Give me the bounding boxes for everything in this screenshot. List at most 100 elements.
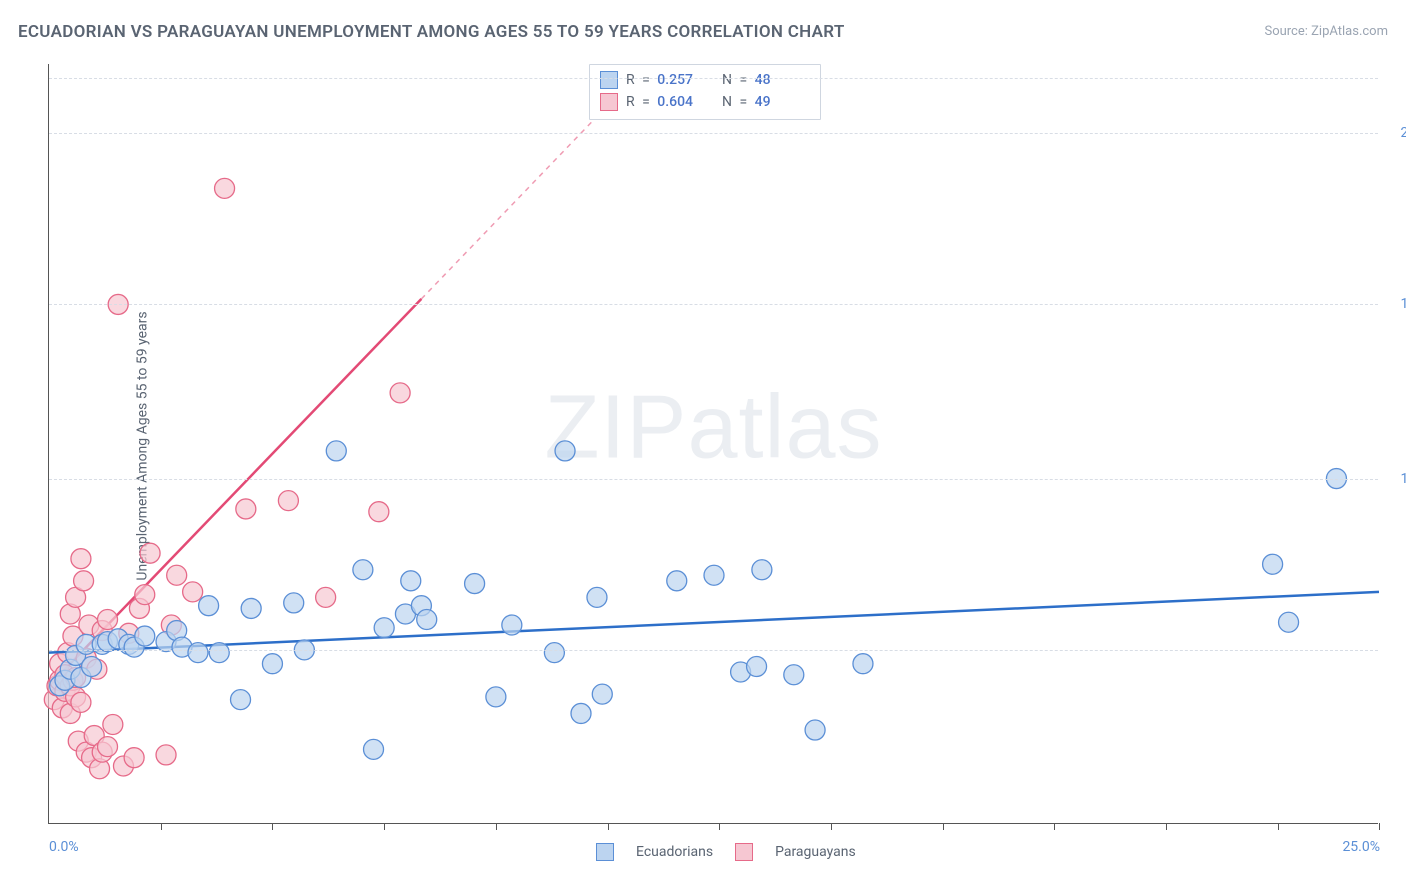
data-point	[103, 715, 123, 735]
data-point	[353, 560, 373, 580]
x-tick	[1166, 823, 1167, 830]
n-label: N	[722, 72, 732, 88]
n-value-ecuadorians: 48	[755, 72, 771, 88]
data-point	[401, 571, 421, 591]
data-point	[374, 618, 394, 638]
equals-sign: =	[739, 72, 747, 88]
x-tick	[161, 823, 162, 830]
y-tick-label: 6.3%	[1382, 642, 1406, 658]
x-tick	[496, 823, 497, 830]
data-point	[183, 582, 203, 602]
data-point	[140, 543, 160, 563]
plot-area: ZIPatlas R = 0.257 N = 48	[48, 64, 1378, 824]
x-tick	[1278, 823, 1279, 830]
r-value-ecuadorians: 0.257	[657, 72, 693, 88]
stats-legend-row: R = 0.257 N = 48	[600, 69, 810, 91]
x-tick	[831, 823, 832, 830]
legend-swatch-ecuadorians	[596, 843, 614, 861]
data-point	[502, 615, 522, 635]
category-legend: Ecuadorians Paraguayans	[596, 843, 856, 861]
gridline	[49, 133, 1378, 134]
data-point	[188, 643, 208, 663]
data-point	[326, 441, 346, 461]
data-point	[784, 665, 804, 685]
gridline	[49, 650, 1378, 651]
data-point	[390, 383, 410, 403]
data-point	[167, 565, 187, 585]
data-point	[1279, 612, 1299, 632]
data-point	[555, 441, 575, 461]
data-point	[135, 585, 155, 605]
equals-sign: =	[739, 94, 747, 110]
y-tick-label: 25.0%	[1382, 125, 1406, 141]
x-tick	[719, 823, 720, 830]
equals-sign: =	[642, 72, 650, 88]
data-point	[262, 654, 282, 674]
data-point	[752, 560, 772, 580]
data-point	[98, 609, 118, 629]
data-point	[1263, 554, 1283, 574]
r-value-paraguayans: 0.604	[657, 94, 693, 110]
data-point	[284, 593, 304, 613]
gridline	[49, 304, 1378, 305]
data-point	[316, 587, 336, 607]
x-tick	[608, 823, 609, 830]
data-point	[74, 571, 94, 591]
chart-container: ECUADORIAN VS PARAGUAYAN UNEMPLOYMENT AM…	[0, 0, 1406, 892]
data-point	[369, 502, 389, 522]
data-point	[236, 499, 256, 519]
x-axis-min-label: 0.0%	[49, 839, 79, 855]
data-point	[209, 643, 229, 663]
data-point	[124, 748, 144, 768]
data-point	[747, 656, 767, 676]
data-point	[465, 574, 485, 594]
r-label: R	[626, 94, 635, 110]
data-point	[199, 596, 219, 616]
data-point	[241, 598, 261, 618]
stats-legend-row: R = 0.604 N = 49	[600, 91, 810, 113]
trend-line-dashed	[421, 122, 591, 299]
data-point	[571, 703, 591, 723]
data-point	[98, 737, 118, 757]
legend-swatch-paraguayans	[600, 93, 618, 111]
data-point	[704, 565, 724, 585]
data-point	[215, 178, 235, 198]
data-point	[135, 626, 155, 646]
plot-svg	[49, 64, 1378, 823]
equals-sign: =	[642, 94, 650, 110]
data-point	[71, 549, 91, 569]
x-tick	[272, 823, 273, 830]
data-point	[156, 745, 176, 765]
legend-swatch-paraguayans	[735, 843, 753, 861]
x-tick	[1054, 823, 1055, 830]
stats-legend: R = 0.257 N = 48 R = 0.604 N	[589, 64, 821, 120]
chart-title: ECUADORIAN VS PARAGUAYAN UNEMPLOYMENT AM…	[18, 22, 845, 42]
n-label: N	[722, 94, 732, 110]
legend-swatch-ecuadorians	[600, 71, 618, 89]
x-axis-max-label: 25.0%	[1342, 839, 1380, 855]
data-point	[592, 684, 612, 704]
data-point	[805, 720, 825, 740]
data-point	[587, 587, 607, 607]
data-point	[278, 491, 298, 511]
data-point	[364, 739, 384, 759]
data-point	[417, 609, 437, 629]
gridline	[49, 479, 1378, 480]
x-tick	[384, 823, 385, 830]
data-point	[231, 690, 251, 710]
x-tick	[943, 823, 944, 830]
data-point	[667, 571, 687, 591]
data-point	[71, 692, 91, 712]
x-tick	[1379, 823, 1380, 830]
source-attribution: Source: ZipAtlas.com	[1264, 24, 1388, 39]
legend-label-ecuadorians: Ecuadorians	[636, 844, 713, 860]
data-point	[82, 656, 102, 676]
gridline	[49, 78, 1378, 79]
data-point	[853, 654, 873, 674]
legend-label-paraguayans: Paraguayans	[775, 844, 856, 860]
r-label: R	[626, 72, 635, 88]
y-tick-label: 18.8%	[1382, 296, 1406, 312]
data-point	[486, 687, 506, 707]
n-value-paraguayans: 49	[755, 94, 771, 110]
y-tick-label: 12.5%	[1382, 471, 1406, 487]
